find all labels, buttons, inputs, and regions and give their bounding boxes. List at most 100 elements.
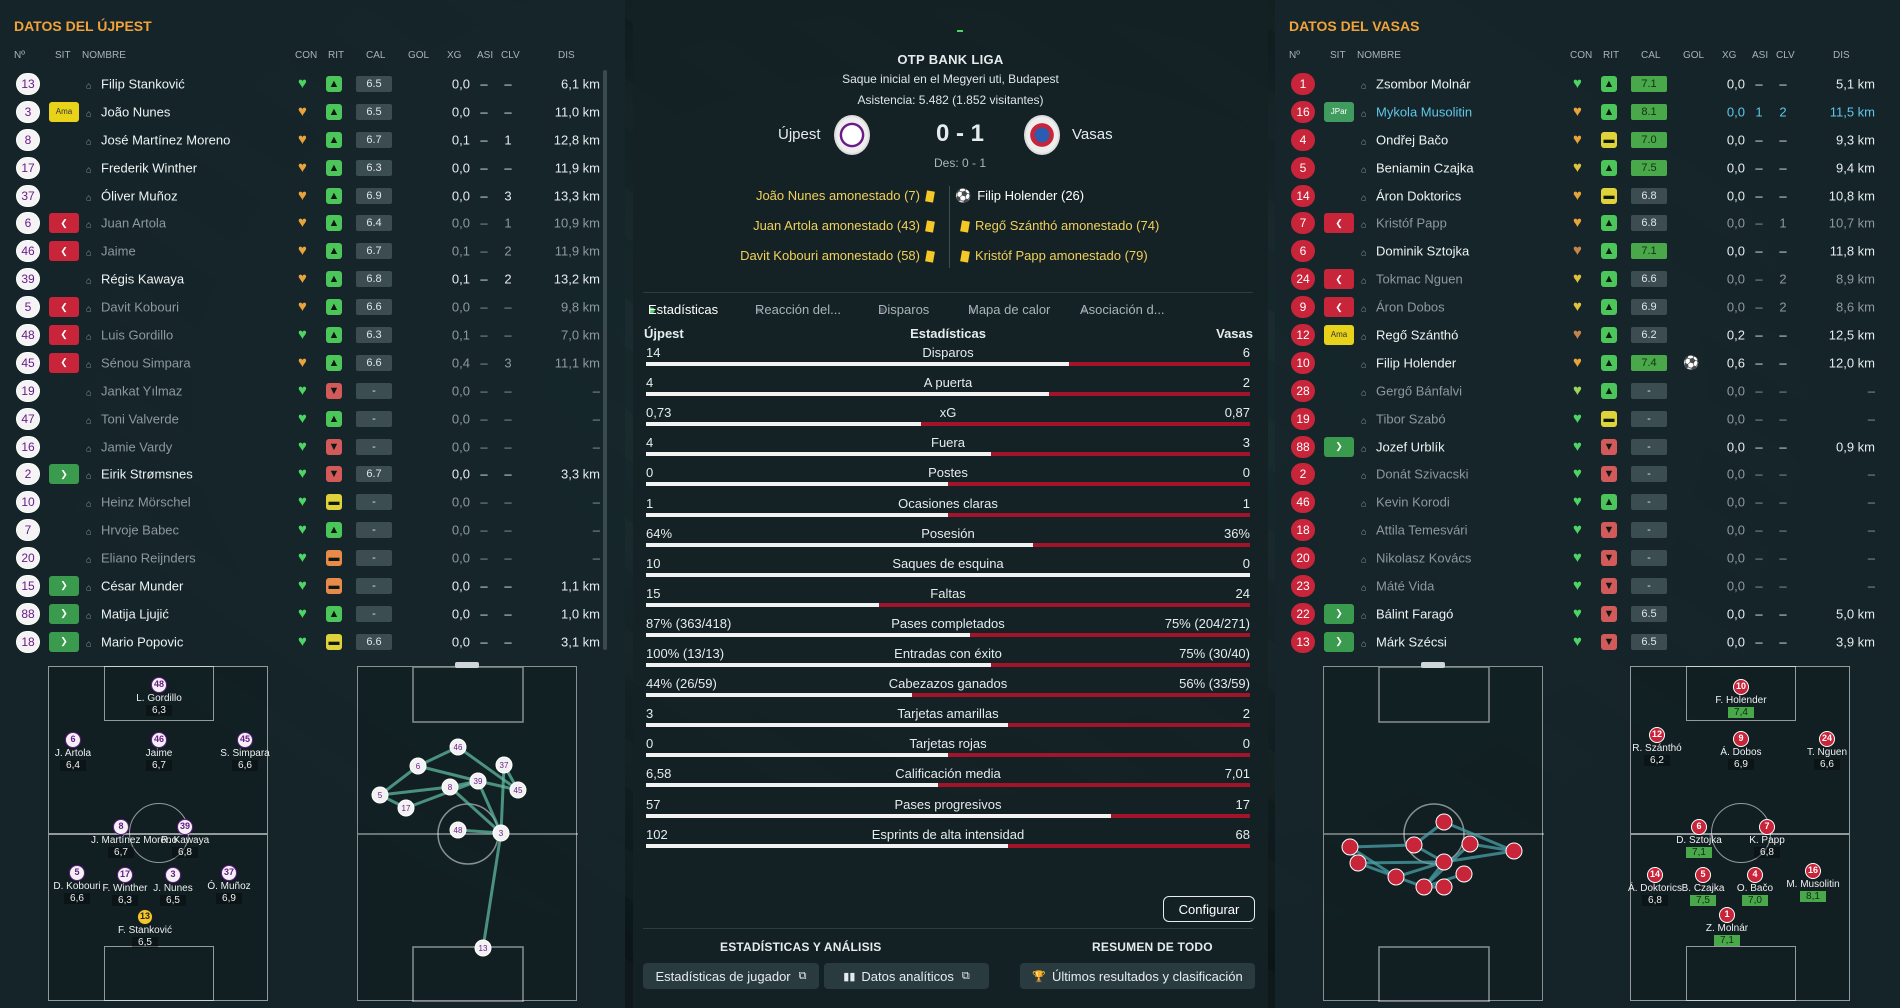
table-row[interactable]: 20 ⌂ Eliano Reijnders ♥ ▬ -0,0– – – bbox=[0, 544, 615, 572]
col-con[interactable]: CON bbox=[1570, 50, 1593, 61]
formation-player[interactable]: 39 R. Kawaya 6,8 bbox=[155, 819, 215, 858]
col-nombre[interactable]: NOMBRE bbox=[82, 50, 126, 61]
col-dis[interactable]: DIS bbox=[558, 50, 575, 61]
table-row[interactable]: 48 ❮ ⌂ Luis Gordillo ♥ ▲ 6.3 0,1– –7,0 km bbox=[0, 321, 615, 349]
table-row[interactable]: 18 ❯ ⌂ Mario Popovic ♥ ▬ 6.6 0,0– –3,1 km bbox=[0, 628, 615, 656]
player-name[interactable]: ⌂ Áron Dobos bbox=[1361, 299, 1445, 315]
player-name[interactable]: ⌂ Kristóf Papp bbox=[1361, 215, 1447, 231]
formation-player[interactable]: 16 M. Musolitin 8,1 bbox=[1783, 863, 1843, 902]
table-row[interactable]: 3 Ama ⌂ João Nunes ♥ ▲ 6.5 0,0– –11,0 km bbox=[0, 98, 615, 126]
col-gol[interactable]: GOL bbox=[1683, 50, 1705, 61]
player-name[interactable]: ⌂ Heinz Mörschel bbox=[86, 494, 191, 510]
formation-player[interactable]: 13 F. Stanković 6,5 bbox=[115, 909, 175, 948]
table-row[interactable]: 18 ⌂ Attila Temesvári ♥ ▼ -0,0– – – bbox=[1275, 516, 1890, 544]
away-team-name[interactable]: Vasas bbox=[1072, 126, 1113, 143]
away-panel-tab-handle[interactable] bbox=[1421, 662, 1445, 668]
formation-player[interactable]: 3 J. Nunes 6,5 bbox=[143, 867, 203, 906]
formation-player[interactable]: 24 T. Nguen 6,6 bbox=[1797, 731, 1857, 770]
formation-player[interactable]: 48 L. Gordillo 6,3 bbox=[129, 677, 189, 716]
table-row[interactable]: 88 ❯ ⌂ Matija Ljujić ♥ ▲ -0,0– –1,0 km bbox=[0, 600, 615, 628]
table-row[interactable]: 10 ⌂ Heinz Mörschel ♥ ▬ -0,0– – – bbox=[0, 488, 615, 516]
player-name[interactable]: ⌂ Régis Kawaya bbox=[86, 271, 185, 287]
col-clv[interactable]: CLV bbox=[1776, 50, 1795, 61]
table-row[interactable]: 5 ❮ ⌂ Davit Kobouri ♥ ▲ 6.6 0,0– –9,8 km bbox=[0, 293, 615, 321]
formation-player[interactable]: 1 Z. Molnár 7,1 bbox=[1697, 907, 1757, 946]
player-name[interactable]: ⌂ Beniamin Czajka bbox=[1361, 160, 1474, 176]
formation-player[interactable]: 4 O. Bačo 7,0 bbox=[1725, 867, 1785, 906]
formation-player[interactable]: 14 Á. Doktorics 6,8 bbox=[1625, 867, 1685, 906]
col-asi[interactable]: ASI bbox=[1752, 50, 1769, 61]
table-row[interactable]: 46 ❮ ⌂ Jaime ♥ ▲ 6.7 0,1–2 11,9 km bbox=[0, 237, 615, 265]
table-row[interactable]: 45 ❮ ⌂ Sénou Simpara ♥ ▲ 6.6 0,4–3 11,1 km bbox=[0, 349, 615, 377]
formation-player[interactable]: 46 Jaime 6,7 bbox=[129, 732, 189, 771]
col-rit[interactable]: RIT bbox=[1603, 50, 1620, 61]
col-nombre[interactable]: NOMBRE bbox=[1357, 50, 1401, 61]
player-name[interactable]: ⌂ Gergő Bánfalvi bbox=[1361, 383, 1462, 399]
ujpest-crest-icon[interactable] bbox=[834, 115, 870, 155]
player-name[interactable]: ⌂ Filip Holender bbox=[1361, 355, 1457, 371]
col-gol[interactable]: GOL bbox=[408, 50, 430, 61]
table-row[interactable]: 39 ⌂ Régis Kawaya ♥ ▲ 6.8 0,1–2 13,2 km bbox=[0, 265, 615, 293]
player-name[interactable]: ⌂ Davit Kobouri bbox=[86, 299, 180, 315]
col-sit[interactable]: SIT bbox=[1330, 50, 1346, 61]
home-team-name[interactable]: Újpest bbox=[778, 126, 821, 143]
table-row[interactable]: 46 ⌂ Kevin Korodi ♥ ▲ -0,0– – – bbox=[1275, 488, 1890, 516]
formation-player[interactable]: 10 F. Holender 7,4 bbox=[1711, 679, 1771, 718]
col-xg[interactable]: XG bbox=[1722, 50, 1737, 61]
col-no[interactable]: Nº bbox=[14, 50, 25, 61]
analytics-button[interactable]: ▮▮ Datos analíticos ⧉ bbox=[824, 963, 989, 989]
table-row[interactable]: 4 ⌂ Ondřej Bačo ♥ ▬ 7.0 0,0– –9,3 km bbox=[1275, 126, 1890, 154]
player-name[interactable]: ⌂ Tibor Szabó bbox=[1361, 411, 1446, 427]
table-row[interactable]: 1 ⌂ Zsombor Molnár ♥ ▲ 7.1 0,0– –5,1 km bbox=[1275, 70, 1890, 98]
player-name[interactable]: ⌂ José Martínez Moreno bbox=[86, 132, 231, 148]
player-name[interactable]: ⌂ Juan Artola bbox=[86, 215, 167, 231]
table-row[interactable]: 5 ⌂ Beniamin Czajka ♥ ▲ 7.5 0,0– –9,4 km bbox=[1275, 154, 1890, 182]
table-row[interactable]: 9 ❮ ⌂ Áron Dobos ♥ ▲ 6.9 0,0–2 8,6 km bbox=[1275, 293, 1890, 321]
table-row[interactable]: 10 ⌂ Filip Holender ♥ ▲ 7.4 ⚽ 0,6– –12,0 km bbox=[1275, 349, 1890, 377]
player-name[interactable]: ⌂ Eliano Reijnders bbox=[86, 550, 196, 566]
table-row[interactable]: 16 ⌂ Jamie Vardy ♥ ▼ -0,0– – – bbox=[0, 433, 615, 461]
home-table-scrollbar[interactable] bbox=[603, 70, 607, 650]
player-stats-button[interactable]: Estadísticas de jugador ⧉ bbox=[643, 963, 819, 989]
player-name[interactable]: ⌂ Ondřej Bačo bbox=[1361, 132, 1449, 148]
col-asi[interactable]: ASI bbox=[477, 50, 494, 61]
player-name[interactable]: ⌂ Eirik Strømsnes bbox=[86, 466, 193, 482]
player-name[interactable]: ⌂ Nikolasz Kovács bbox=[1361, 550, 1472, 566]
col-dis[interactable]: DIS bbox=[1833, 50, 1850, 61]
formation-player[interactable]: 5 B. Czajka 7,5 bbox=[1673, 867, 1733, 906]
player-name[interactable]: ⌂ Zsombor Molnár bbox=[1361, 76, 1471, 92]
player-name[interactable]: ⌂ Jozef Urblík bbox=[1361, 439, 1445, 455]
player-name[interactable]: ⌂ Mykola Musolitin bbox=[1361, 104, 1473, 120]
results-button[interactable]: 🏆 Últimos resultados y clasificación bbox=[1020, 963, 1255, 989]
table-row[interactable]: 23 ⌂ Máté Vida ♥ ▼ -0,0– – – bbox=[1275, 572, 1890, 600]
player-name[interactable]: ⌂ João Nunes bbox=[86, 104, 171, 120]
table-row[interactable]: 13 ❯ ⌂ Márk Szécsi ♥ ▼ 6.5 0,0– –3,9 km bbox=[1275, 628, 1890, 656]
formation-player[interactable]: 37 Ó. Muñoz 6,9 bbox=[199, 865, 259, 904]
formation-player[interactable]: 6 J. Artola 6,4 bbox=[43, 732, 103, 771]
player-name[interactable]: ⌂ Sénou Simpara bbox=[86, 355, 191, 371]
table-row[interactable]: 16 JPar ⌂ Mykola Musolitin ♥ ▲ 8.1 0,0 1 2 11,5 km bbox=[1275, 98, 1890, 126]
col-sit[interactable]: SIT bbox=[55, 50, 71, 61]
player-name[interactable]: ⌂ Máté Vida bbox=[1361, 578, 1435, 594]
player-name[interactable]: ⌂ Hrvoje Babec bbox=[86, 522, 180, 538]
table-row[interactable]: 13 ⌂ Filip Stanković ♥ ▲ 6.5 0,0– –6,1 km bbox=[0, 70, 615, 98]
table-row[interactable]: 20 ⌂ Nikolasz Kovács ♥ ▼ -0,0– – – bbox=[1275, 544, 1890, 572]
vasas-crest-icon[interactable] bbox=[1024, 115, 1060, 155]
formation-player[interactable]: 6 D. Sztojka 7,1 bbox=[1669, 819, 1729, 858]
player-name[interactable]: ⌂ Jankat Yılmaz bbox=[86, 383, 183, 399]
player-name[interactable]: ⌂ Toni Valverde bbox=[86, 411, 179, 427]
table-row[interactable]: 47 ⌂ Toni Valverde ♥ ▲ -0,0– – – bbox=[0, 405, 615, 433]
player-name[interactable]: ⌂ Filip Stanković bbox=[86, 76, 185, 92]
table-row[interactable]: 2 ⌂ Donát Szivacski ♥ ▼ -0,0– – – bbox=[1275, 460, 1890, 488]
col-cal[interactable]: CAL bbox=[366, 50, 386, 61]
table-row[interactable]: 12 Ama ⌂ Regő Szánthó ♥ ▲ 6.2 0,2– –12,5 km bbox=[1275, 321, 1890, 349]
player-name[interactable]: ⌂ Kevin Korodi bbox=[1361, 494, 1450, 510]
player-name[interactable]: ⌂ Mario Popovic bbox=[86, 634, 184, 650]
player-name[interactable]: ⌂ Dominik Sztojka bbox=[1361, 243, 1470, 259]
player-name[interactable]: ⌂ Óliver Muñoz bbox=[86, 188, 178, 203]
home-panel-tab-handle[interactable] bbox=[455, 662, 479, 668]
formation-player[interactable]: 45 S. Simpara 6,6 bbox=[215, 732, 275, 771]
player-name[interactable]: ⌂ Frederik Winther bbox=[86, 160, 198, 176]
player-name[interactable]: ⌂ Bálint Faragó bbox=[1361, 606, 1454, 622]
table-row[interactable]: 24 ❮ ⌂ Tokmac Nguen ♥ ▲ 6.6 0,0–2 8,9 km bbox=[1275, 265, 1890, 293]
